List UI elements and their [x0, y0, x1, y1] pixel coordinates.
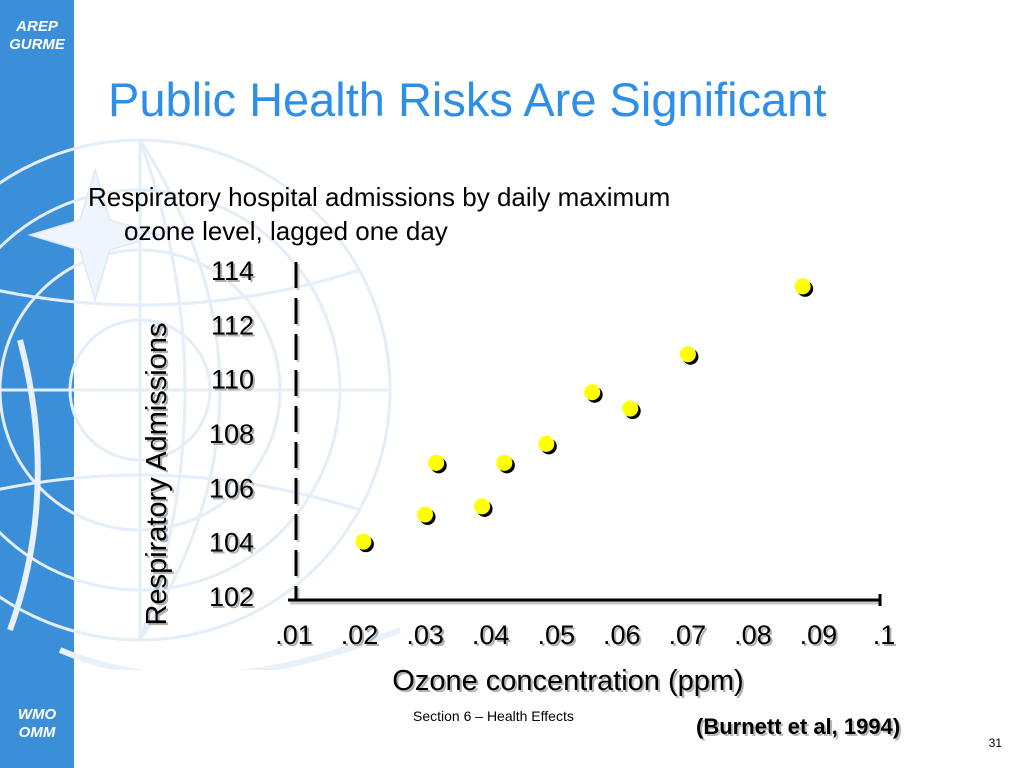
arep-gurme-logo: AREP GURME: [0, 18, 74, 54]
data-point: [496, 454, 513, 471]
data-point: [622, 400, 639, 417]
x-tick-label: .01: [275, 620, 313, 650]
x-tick-label: .05: [537, 620, 575, 650]
slide-subtitle: Respiratory hospital admissions by daily…: [88, 180, 888, 248]
y-tick-label: 110: [211, 365, 254, 395]
y-tick-label-shadow: 106: [211, 475, 256, 505]
y-tick-label-shadow: 110: [213, 367, 256, 397]
brand-bottom-line1: WMO: [17, 706, 57, 723]
page-number: 31: [988, 736, 1002, 750]
y-tick-label: 114: [211, 256, 254, 286]
x-tick-label: .08: [734, 620, 772, 650]
x-axis-label: Ozone concentration (ppm): [392, 665, 743, 697]
x-tick-label-shadow: .1: [875, 622, 898, 652]
y-tick-label: 108: [209, 419, 254, 449]
x-tick-label-shadow: .06: [605, 622, 643, 652]
x-tick-label-shadow: .02: [343, 622, 381, 652]
y-axis-label-shadow: Respiratory Admissions: [143, 325, 175, 628]
data-point: [679, 346, 696, 363]
x-axis-label-shadow: Ozone concentration (ppm): [394, 667, 745, 699]
x-tick-label-shadow: .04: [474, 622, 512, 652]
brand-bottom-line2: OMM: [18, 724, 56, 741]
subtitle-line1: Respiratory hospital admissions by daily…: [88, 182, 671, 212]
y-tick-label-shadow: 114: [213, 258, 256, 288]
x-tick-label: .1: [873, 620, 896, 650]
x-tick-label: .07: [669, 620, 707, 650]
x-tick-label-shadow: .09: [802, 622, 840, 652]
x-tick-label: .06: [603, 620, 641, 650]
data-point: [355, 533, 372, 550]
x-tick-label-shadow: .05: [539, 622, 577, 652]
wmo-emblem-watermark: [0, 138, 402, 670]
x-tick-label: .04: [472, 620, 510, 650]
y-tick-label: 104: [209, 528, 254, 558]
y-tick-label-shadow: 112: [213, 312, 256, 342]
section-label: Section 6 – Health Effects: [413, 708, 574, 724]
subtitle-line2: ozone level, lagged one day: [124, 216, 448, 246]
data-point: [584, 384, 601, 401]
x-tick-label: .03: [406, 620, 444, 650]
sidebar-band: [0, 0, 74, 768]
y-tick-label: 102: [209, 582, 254, 612]
data-point: [794, 278, 811, 295]
y-tick-label-shadow: 108: [211, 421, 256, 451]
x-tick-label: .02: [341, 620, 379, 650]
data-point: [538, 435, 555, 452]
y-tick-label: 106: [209, 473, 254, 503]
x-tick-label-shadow: .01: [277, 622, 315, 652]
slide-title: Public Health Risks Are Significant: [108, 73, 827, 126]
x-tick-label-shadow: .03: [408, 622, 446, 652]
data-point: [474, 498, 491, 515]
x-tick-label: .09: [800, 620, 838, 650]
x-tick-label-shadow: .07: [671, 622, 709, 652]
wmo-omm-logo: WMO OMM: [0, 706, 74, 742]
citation: (Burnett et al, 1994): [696, 714, 901, 739]
brand-top-line2: GURME: [9, 36, 65, 53]
y-tick-label-shadow: 102: [211, 584, 256, 614]
data-point: [417, 506, 434, 523]
y-axis-label: Respiratory Admissions: [141, 323, 173, 626]
brand-top-line1: AREP: [16, 18, 58, 35]
y-tick-label: 112: [211, 310, 254, 340]
data-point: [428, 454, 445, 471]
x-tick-label-shadow: .08: [736, 622, 774, 652]
y-tick-label-shadow: 104: [211, 530, 256, 560]
